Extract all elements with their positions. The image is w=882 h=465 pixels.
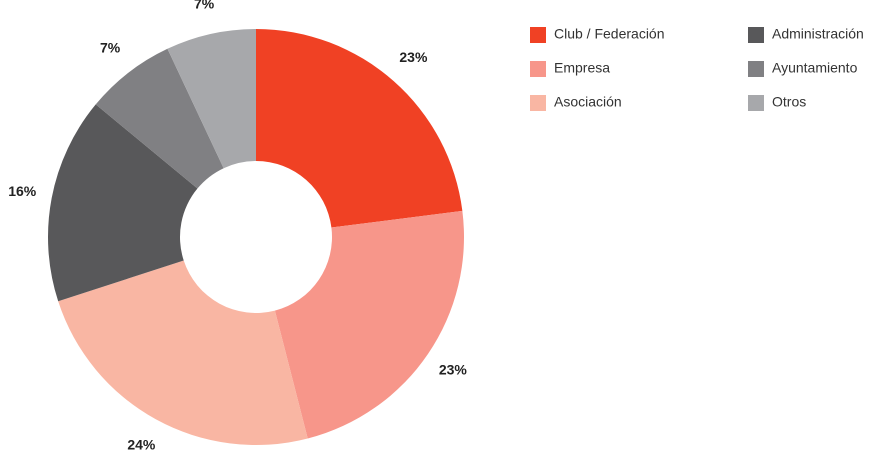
slice [167, 28, 256, 169]
legend-label: Empresa [554, 60, 610, 76]
slice [95, 48, 224, 189]
legend-swatch [748, 95, 764, 111]
legend-swatch [530, 27, 546, 43]
legend-label: Asociación [554, 94, 622, 110]
value-label: 23% [439, 361, 468, 377]
legend-swatch [748, 27, 764, 43]
legend-swatch [530, 61, 546, 77]
legend-label: Administración [772, 26, 864, 42]
value-label: 24% [127, 436, 156, 452]
slice [58, 260, 308, 445]
legend-label: Otros [772, 94, 806, 110]
slice [274, 210, 464, 439]
legend-swatch [530, 95, 546, 111]
legend-label: Ayuntamiento [772, 60, 858, 76]
slice [256, 29, 463, 228]
value-label: 7% [100, 40, 121, 56]
legend-label: Club / Federación [554, 26, 665, 42]
value-label: 23% [399, 49, 428, 65]
legend-swatch [748, 61, 764, 77]
value-label: 16% [8, 183, 37, 199]
slice [48, 104, 198, 302]
value-label: 7% [194, 0, 215, 11]
